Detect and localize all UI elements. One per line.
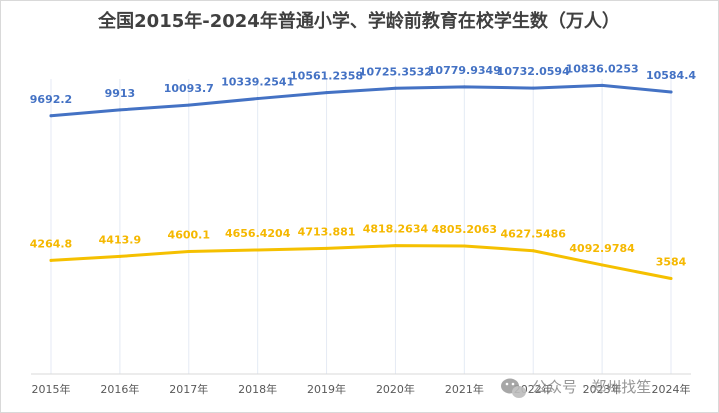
series-group [49,83,673,281]
data-label: 4092.9784 [569,242,635,255]
data-point [669,90,673,94]
data-label: 10339.2541 [221,76,294,89]
data-label: 9913 [105,87,136,100]
data-label: 10836.0253 [566,62,639,75]
data-point [462,85,466,89]
data-point [669,277,673,281]
data-label: 4413.9 [99,233,141,246]
data-point [187,249,191,253]
data-point [600,83,604,87]
data-point [256,248,260,252]
data-label: 4627.5486 [501,228,567,241]
data-point [256,97,260,101]
data-point [600,263,604,267]
data-label: 4264.8 [30,237,72,250]
x-tick-label: 2020年 [376,382,415,396]
chart-title: 全国2015年-2024年普通小学、学龄前教育在校学生数（万人） [97,10,620,32]
vertical-gridlines [50,79,672,374]
data-point [49,258,53,262]
series-line-1 [49,83,673,118]
data-label: 10779.9349 [428,64,501,77]
data-label: 9692.2 [30,93,72,106]
data-point [325,91,329,95]
data-label: 10732.0594 [497,65,570,78]
watermark-text: 公众号 · 郑州找笙 [532,378,651,396]
data-point [462,244,466,248]
x-tick-label: 2015年 [32,382,71,396]
data-point [118,108,122,112]
data-label: 4713.881 [298,225,356,238]
data-point [393,244,397,248]
data-label: 4600.1 [168,228,210,241]
data-label: 4656.4204 [225,227,291,240]
data-point [187,103,191,107]
data-point [393,86,397,90]
x-tick-label: 2019年 [307,382,346,396]
data-labels: 9692.2 9913 10093.710339.254110561.2358107… [30,62,697,268]
data-label: 10093.7 [164,82,214,95]
data-point [531,249,535,253]
data-label: 4805.2063 [432,223,497,236]
data-point [531,86,535,90]
data-point [49,114,53,118]
data-label: 4818.2634 [363,223,429,236]
data-label: 10725.3532 [359,65,432,78]
data-label: 10584.4 [646,69,696,82]
watermark: 公众号 · 郑州找笙 [501,378,651,398]
x-axis-ticks: 2015年 2016年 2017年 2018年 2019年 2020年 2021年 2022年… [32,382,691,396]
data-point [118,254,122,258]
x-tick-label: 2024年 [652,382,691,396]
x-tick-label: 2023年 [583,382,622,396]
x-tick-label: 2017年 [169,382,208,396]
x-tick-label: 2018年 [238,382,277,396]
data-label: 3584 [656,256,687,269]
data-point [325,246,329,250]
series-line-2 [49,244,673,281]
wechat-icon [501,378,526,398]
x-tick-label: 2021年 [445,382,484,396]
data-label: 10561.2358 [290,70,363,83]
x-tick-label: 2016年 [100,382,139,396]
